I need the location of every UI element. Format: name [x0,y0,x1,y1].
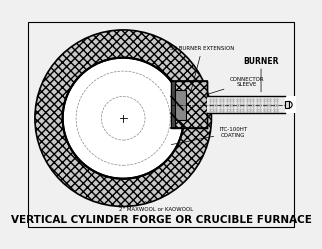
Text: SS BURNER EXTENSION: SS BURNER EXTENSION [170,46,234,90]
Circle shape [63,58,184,179]
Text: ITC-100HT
COATING: ITC-100HT COATING [171,127,247,145]
Text: BURNER: BURNER [243,57,279,65]
Text: 2" MAXWOOL or KAOWOOL: 2" MAXWOOL or KAOWOOL [119,201,193,212]
Text: CONNECTOR
SLEEVE: CONNECTOR SLEEVE [209,77,264,94]
Bar [207,96,285,113]
Bar [175,90,186,120]
Circle shape [35,30,212,206]
Text: VERTICAL CYLINDER FORGE OR CRUCIBLE FURNACE: VERTICAL CYLINDER FORGE OR CRUCIBLE FURN… [11,215,311,225]
Bar [171,81,207,128]
Bar [171,81,175,128]
Bar [285,101,289,108]
Bar [207,96,300,113]
Bar [175,96,179,113]
